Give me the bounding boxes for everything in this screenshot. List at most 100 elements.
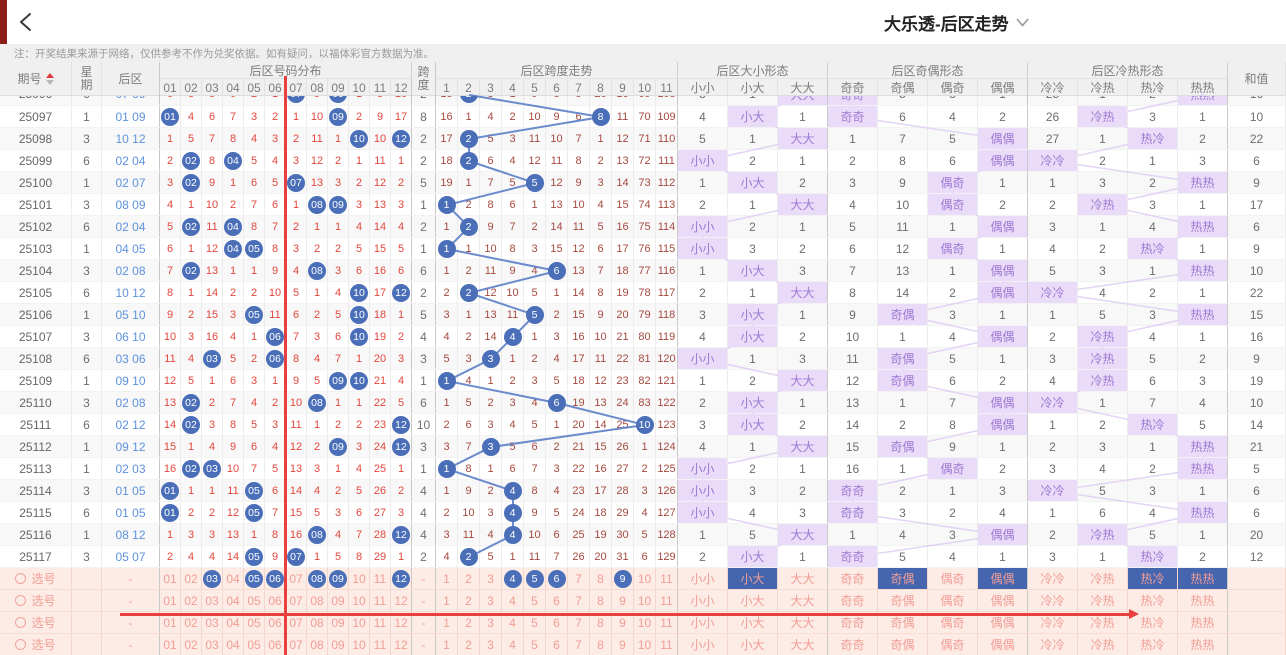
pick-heat-cell[interactable]: 热热: [1178, 634, 1228, 655]
pick-span-number[interactable]: 2: [458, 634, 480, 655]
pick-span-number[interactable]: 6: [546, 612, 568, 633]
column-header-issue[interactable]: 期号: [0, 62, 72, 96]
pick-span-number[interactable]: 10: [634, 568, 656, 589]
pick-number[interactable]: 12: [391, 634, 412, 655]
pick-size-cell[interactable]: 小小: [678, 612, 728, 633]
pick-span-number[interactable]: 7: [568, 612, 590, 633]
pick-span-number[interactable]: 9: [612, 634, 634, 655]
pick-span-number[interactable]: 8: [590, 612, 612, 633]
pick-number[interactable]: 04: [223, 568, 244, 589]
pick-number[interactable]: 05: [244, 612, 265, 633]
pick-number[interactable]: 09: [328, 612, 349, 633]
pick-span-number[interactable]: 3: [480, 568, 502, 589]
pick-size-cell[interactable]: 小小: [678, 590, 728, 611]
pick-span-number[interactable]: 2: [458, 568, 480, 589]
pick-parity-cell[interactable]: 偶奇: [928, 634, 978, 655]
pick-number[interactable]: 03: [202, 590, 223, 611]
pick-number[interactable]: 02: [181, 568, 202, 589]
pick-radio[interactable]: [15, 595, 27, 606]
pick-heat-cell[interactable]: 冷热: [1078, 568, 1128, 589]
pick-span-number[interactable]: 2: [458, 590, 480, 611]
pick-number[interactable]: 05: [244, 590, 265, 611]
pick-span-number[interactable]: 10: [634, 634, 656, 655]
pick-size-cell[interactable]: 大大: [778, 612, 828, 633]
pick-number[interactable]: 10: [349, 612, 370, 633]
pick-number[interactable]: 01: [160, 568, 181, 589]
pick-label[interactable]: 选号: [31, 616, 56, 630]
pick-size-cell[interactable]: 大大: [778, 634, 828, 655]
pick-span-number[interactable]: 8: [590, 634, 612, 655]
pick-span-number[interactable]: 9: [612, 590, 634, 611]
pick-number[interactable]: 05: [244, 568, 265, 589]
pick-span-number[interactable]: 11: [656, 634, 678, 655]
pick-parity-cell[interactable]: 偶偶: [978, 590, 1028, 611]
pick-label[interactable]: 选号: [31, 572, 56, 586]
pick-number[interactable]: 07: [286, 634, 307, 655]
pick-span-number[interactable]: 5: [524, 634, 546, 655]
pick-parity-cell[interactable]: 奇奇: [828, 568, 878, 589]
pick-number[interactable]: 03: [202, 568, 223, 589]
pick-span-number[interactable]: 3: [480, 612, 502, 633]
pick-number[interactable]: 10: [349, 590, 370, 611]
back-button[interactable]: [16, 11, 38, 33]
pick-number[interactable]: 11: [370, 568, 391, 589]
pick-parity-cell[interactable]: 奇偶: [878, 634, 928, 655]
pick-radio[interactable]: [15, 639, 27, 650]
pick-number[interactable]: 08: [307, 568, 328, 589]
pick-number[interactable]: 06: [265, 634, 286, 655]
pick-size-cell[interactable]: 大大: [778, 568, 828, 589]
pick-size-cell[interactable]: 小大: [728, 590, 778, 611]
pick-size-cell[interactable]: 小大: [728, 612, 778, 633]
pick-size-cell[interactable]: 小大: [728, 634, 778, 655]
pick-number[interactable]: 01: [160, 634, 181, 655]
pick-span-number[interactable]: 5: [524, 590, 546, 611]
pick-span-number[interactable]: 6: [546, 634, 568, 655]
pick-span-number[interactable]: 6: [546, 590, 568, 611]
pick-number[interactable]: 09: [328, 634, 349, 655]
pick-number[interactable]: 11: [370, 634, 391, 655]
pick-parity-cell[interactable]: 奇奇: [828, 590, 878, 611]
pick-number[interactable]: 10: [349, 634, 370, 655]
pick-number[interactable]: 11: [370, 590, 391, 611]
pick-number[interactable]: 07: [286, 568, 307, 589]
pick-radio[interactable]: [15, 617, 27, 628]
pick-span-number[interactable]: 1: [436, 568, 458, 589]
pick-span-number[interactable]: 10: [634, 612, 656, 633]
pick-parity-cell[interactable]: 奇奇: [828, 634, 878, 655]
pick-size-cell[interactable]: 小小: [678, 634, 728, 655]
pick-heat-cell[interactable]: 热冷: [1128, 590, 1178, 611]
pick-number[interactable]: 04: [223, 634, 244, 655]
pick-radio[interactable]: [15, 573, 27, 584]
pick-span-number[interactable]: 4: [502, 590, 524, 611]
pick-span-number[interactable]: 9: [612, 568, 634, 589]
pick-heat-cell[interactable]: 热冷: [1128, 612, 1178, 633]
pick-label[interactable]: 选号: [31, 594, 56, 608]
pick-span-number[interactable]: 5: [524, 568, 546, 589]
pick-heat-cell[interactable]: 冷热: [1078, 612, 1128, 633]
pick-span-number[interactable]: 10: [634, 590, 656, 611]
pick-number[interactable]: 08: [307, 634, 328, 655]
pick-heat-cell[interactable]: 热热: [1178, 590, 1228, 611]
title-dropdown[interactable]: 大乐透-后区走势: [884, 0, 1029, 44]
pick-number[interactable]: 04: [223, 590, 244, 611]
pick-parity-cell[interactable]: 奇偶: [878, 590, 928, 611]
pick-number[interactable]: 01: [160, 612, 181, 633]
pick-span-number[interactable]: 6: [546, 568, 568, 589]
pick-number[interactable]: 08: [307, 612, 328, 633]
pick-span-number[interactable]: 8: [590, 568, 612, 589]
pick-span-number[interactable]: 2: [458, 612, 480, 633]
pick-number[interactable]: 01: [160, 590, 181, 611]
pick-number[interactable]: 03: [202, 612, 223, 633]
pick-parity-cell[interactable]: 偶偶: [978, 568, 1028, 589]
pick-span-number[interactable]: 7: [568, 590, 590, 611]
pick-parity-cell[interactable]: 偶偶: [978, 634, 1028, 655]
pick-number[interactable]: 12: [391, 612, 412, 633]
pick-heat-cell[interactable]: 冷冷: [1028, 568, 1078, 589]
pick-span-number[interactable]: 9: [612, 612, 634, 633]
pick-span-number[interactable]: 7: [568, 568, 590, 589]
pick-number[interactable]: 09: [328, 568, 349, 589]
pick-number[interactable]: 06: [265, 568, 286, 589]
pick-number[interactable]: 08: [307, 590, 328, 611]
pick-number[interactable]: 03: [202, 634, 223, 655]
pick-span-number[interactable]: 3: [480, 590, 502, 611]
